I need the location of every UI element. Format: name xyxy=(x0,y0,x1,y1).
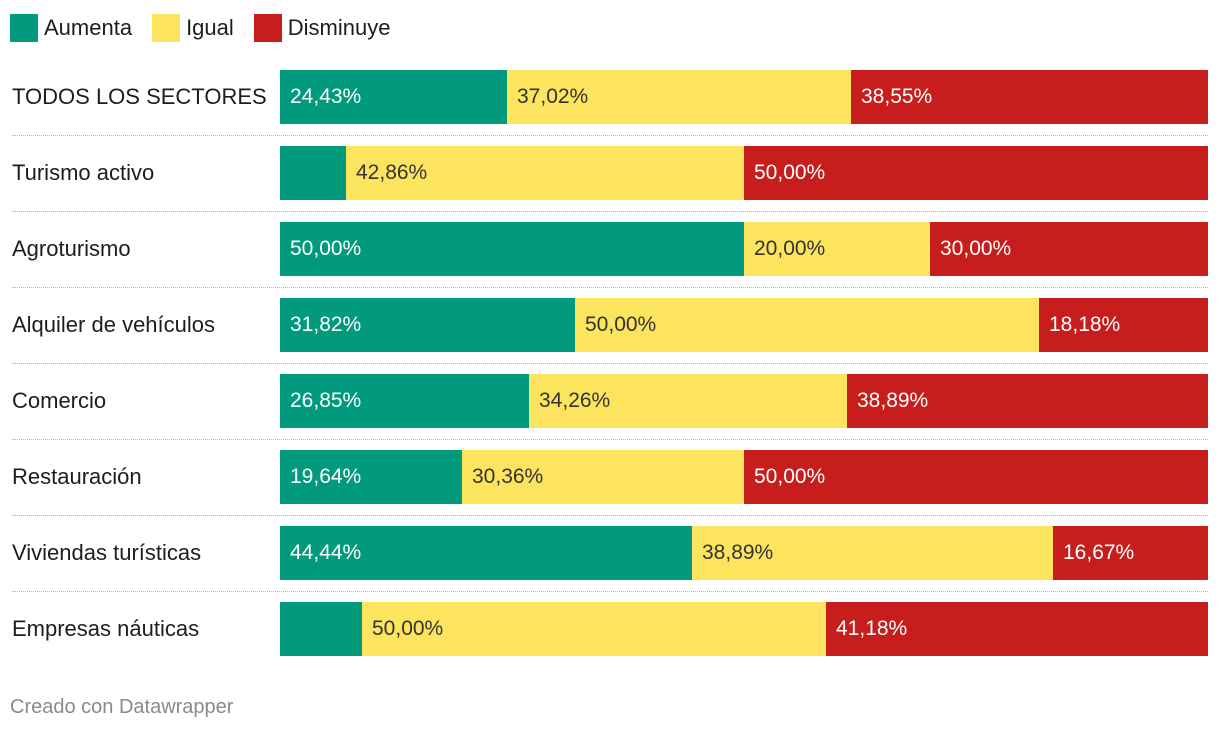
data-label: 50,00% xyxy=(754,465,826,488)
category-label: TODOS LOS SECTORES xyxy=(12,84,267,109)
data-label: 24,43% xyxy=(290,85,362,108)
data-label: 44,44% xyxy=(290,541,362,564)
bar-segment-disminuye: 30,00% xyxy=(930,222,1208,276)
bar-segment-disminuye: 16,67% xyxy=(1053,526,1208,580)
bar-segment-igual: 20,00% xyxy=(744,222,930,276)
data-label: 16,67% xyxy=(1063,541,1135,564)
data-label: 18,18% xyxy=(1049,313,1121,336)
data-label: 37,02% xyxy=(517,85,589,108)
stacked-bar: 19,64% 30,36% 50,00% xyxy=(280,450,1208,504)
bar-segment-aumenta: 26,85% xyxy=(280,374,529,428)
stacked-bar: 50,00% 20,00% 30,00% xyxy=(280,222,1208,276)
bar-segment-igual: 30,36% xyxy=(462,450,744,504)
data-label: 38,89% xyxy=(702,541,774,564)
legend-item-aumenta: Aumenta xyxy=(10,14,132,42)
bar-segment-disminuye: 38,55% xyxy=(851,70,1208,124)
chart-credit: Creado con Datawrapper xyxy=(10,696,234,718)
bar-row-agroturismo: Agroturismo 50,00% 20,00% 30,00% xyxy=(0,222,1220,276)
bar-segment-aumenta xyxy=(280,146,346,200)
chart-legend: Aumenta Igual Disminuye xyxy=(10,14,410,42)
bar-segment-aumenta: 31,82% xyxy=(280,298,575,352)
row-divider xyxy=(12,591,1208,592)
bar-segment-aumenta: 44,44% xyxy=(280,526,692,580)
legend-item-igual: Igual xyxy=(152,14,234,42)
bar-row-todos-los-sectores: TODOS LOS SECTORES 24,43% 37,02% 38,55% xyxy=(0,70,1220,124)
bar-segment-igual: 38,89% xyxy=(692,526,1053,580)
bar-row-empresas-nauticas: Empresas náuticas 50,00% 41,18% xyxy=(0,602,1220,656)
bar-segment-igual: 34,26% xyxy=(529,374,847,428)
stacked-bar: 42,86% 50,00% xyxy=(280,146,1208,200)
bar-segment-disminuye: 38,89% xyxy=(847,374,1208,428)
category-label: Restauración xyxy=(12,464,142,489)
stacked-bar: 44,44% 38,89% 16,67% xyxy=(280,526,1208,580)
data-label: 50,00% xyxy=(372,617,444,640)
data-label: 50,00% xyxy=(754,161,826,184)
data-label: 50,00% xyxy=(585,313,657,336)
legend-swatch-aumenta xyxy=(10,14,38,42)
bar-row-viviendas-turisticas: Viviendas turísticas 44,44% 38,89% 16,67% xyxy=(0,526,1220,580)
data-label: 31,82% xyxy=(290,313,362,336)
data-label: 50,00% xyxy=(290,237,362,260)
bar-segment-igual: 42,86% xyxy=(346,146,744,200)
data-label: 20,00% xyxy=(754,237,826,260)
bar-row-alquiler-de-vehiculos: Alquiler de vehículos 31,82% 50,00% 18,18% xyxy=(0,298,1220,352)
data-label: 41,18% xyxy=(836,617,908,640)
bar-segment-disminuye: 41,18% xyxy=(826,602,1208,656)
bar-segment-aumenta: 19,64% xyxy=(280,450,462,504)
bar-segment-disminuye: 50,00% xyxy=(744,146,1208,200)
bar-segment-disminuye: 18,18% xyxy=(1039,298,1208,352)
row-divider xyxy=(12,135,1208,136)
row-divider xyxy=(12,363,1208,364)
stacked-bar: 31,82% 50,00% 18,18% xyxy=(280,298,1208,352)
data-label: 30,00% xyxy=(940,237,1012,260)
bar-segment-disminuye: 50,00% xyxy=(744,450,1208,504)
data-label: 38,55% xyxy=(861,85,933,108)
category-label: Empresas náuticas xyxy=(12,616,200,641)
row-divider xyxy=(12,211,1208,212)
bar-segment-igual: 50,00% xyxy=(362,602,826,656)
data-label: 19,64% xyxy=(290,465,362,488)
bar-segment-igual: 50,00% xyxy=(575,298,1039,352)
legend-swatch-igual xyxy=(152,14,181,42)
legend-swatch-disminuye xyxy=(253,14,282,42)
category-label: Viviendas turísticas xyxy=(12,540,202,565)
row-divider xyxy=(12,439,1208,440)
legend-item-disminuye: Disminuye xyxy=(253,14,391,42)
stacked-bar: 26,85% 34,26% 38,89% xyxy=(280,374,1208,428)
data-label: 30,36% xyxy=(472,465,544,488)
stacked-bar: 24,43% 37,02% 38,55% xyxy=(280,70,1208,124)
category-label: Comercio xyxy=(12,388,107,413)
bar-segment-aumenta: 24,43% xyxy=(280,70,507,124)
stacked-bar: 50,00% 41,18% xyxy=(280,602,1208,656)
data-label: 38,89% xyxy=(857,389,929,412)
legend-label-aumenta: Aumenta xyxy=(44,15,133,40)
row-divider xyxy=(12,287,1208,288)
category-label: Turismo activo xyxy=(12,160,155,185)
legend-label-igual: Igual xyxy=(186,15,234,40)
category-label: Alquiler de vehículos xyxy=(12,312,216,337)
data-label: 34,26% xyxy=(539,389,611,412)
row-divider xyxy=(12,515,1208,516)
bar-segment-aumenta: 50,00% xyxy=(280,222,744,276)
data-label: 42,86% xyxy=(356,161,428,184)
bar-segment-igual: 37,02% xyxy=(507,70,851,124)
data-label: 26,85% xyxy=(290,389,362,412)
legend-label-disminuye: Disminuye xyxy=(287,15,391,40)
bar-row-restauracion: Restauración 19,64% 30,36% 50,00% xyxy=(0,450,1220,504)
bar-row-turismo-activo: Turismo activo 42,86% 50,00% xyxy=(0,146,1220,200)
bar-segment-aumenta xyxy=(280,602,362,656)
category-label: Agroturismo xyxy=(12,236,131,261)
bar-row-comercio: Comercio 26,85% 34,26% 38,89% xyxy=(0,374,1220,428)
